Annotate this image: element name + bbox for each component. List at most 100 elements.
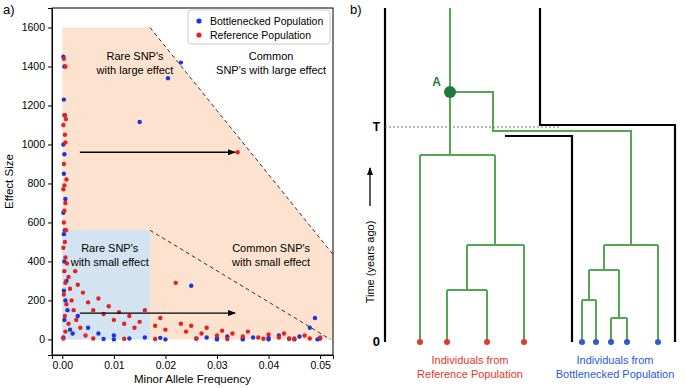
point: [143, 308, 147, 312]
point: [230, 331, 234, 335]
genealogy-branch: [466, 245, 468, 290]
y-tick: 200: [27, 294, 52, 306]
sampled-individual: [624, 339, 630, 345]
genealogy-branch: [604, 244, 658, 246]
x-tick-label: 0.03: [207, 359, 228, 371]
x-tick: 0.04: [259, 355, 280, 371]
point: [63, 255, 67, 259]
time-mark: 0: [373, 334, 380, 349]
y-tick: 0: [39, 333, 52, 345]
population-boundary: [540, 8, 675, 342]
ancestor-label: A: [432, 75, 441, 89]
y-tick-label: 1600: [22, 21, 46, 33]
shaded-region: [62, 27, 333, 339]
genealogy-branch: [595, 300, 597, 342]
sampled-individual: [484, 339, 490, 345]
genealogy-branch: [611, 317, 627, 319]
y-tick-label: 400: [27, 255, 45, 267]
y-tick-label: 1400: [22, 60, 46, 72]
annotation: Common: [249, 50, 294, 62]
point: [69, 298, 73, 302]
group-label: Individuals from: [431, 354, 508, 366]
y-tick: 1400: [22, 60, 52, 72]
annotation: Rare SNP's: [106, 50, 164, 62]
point: [122, 337, 126, 341]
time-axis-arrow: [369, 168, 370, 206]
genealogy-branch: [450, 92, 631, 245]
point: [112, 318, 116, 322]
point: [313, 316, 317, 320]
x-tick-mark: [320, 355, 321, 359]
genealogy-branch: [603, 245, 605, 270]
point: [96, 331, 100, 335]
legend-box: [188, 10, 330, 44]
point: [204, 335, 208, 339]
annotation: with small effect: [70, 256, 149, 268]
point: [251, 335, 255, 339]
point: [107, 304, 111, 308]
series-points: [61, 56, 322, 341]
y-tick-mark: [48, 222, 52, 223]
y-axis-title: Effect Size: [3, 154, 15, 209]
sampled-individual: [608, 339, 614, 345]
genealogy-branch: [581, 300, 583, 342]
point: [308, 336, 312, 340]
y-tick-label: 1000: [22, 138, 46, 150]
dashed-boundary: [150, 27, 333, 254]
point: [261, 337, 265, 341]
point: [86, 326, 90, 330]
point: [189, 284, 193, 288]
plot-area: [61, 27, 333, 341]
point: [184, 329, 188, 333]
point: [266, 332, 270, 336]
sampled-individual: [593, 339, 599, 345]
point: [62, 113, 66, 117]
point: [189, 324, 193, 328]
x-tick-mark: [269, 355, 270, 359]
shaded-region: [62, 230, 150, 339]
point: [83, 333, 87, 337]
y-tick-mark: [48, 339, 52, 340]
y-tick-label: 200: [27, 294, 45, 306]
sampled-individual: [579, 339, 585, 345]
point: [63, 298, 67, 302]
point: [246, 329, 250, 333]
point: [81, 290, 85, 294]
point: [63, 133, 67, 137]
y-tick: 400: [27, 255, 52, 267]
point: [96, 296, 100, 300]
point: [266, 337, 270, 341]
point: [302, 333, 306, 337]
point: [112, 337, 116, 341]
genealogy-branch: [523, 245, 525, 342]
time-mark: T: [373, 120, 381, 134]
point: [78, 326, 82, 330]
point: [318, 335, 322, 339]
legend-marker: [196, 18, 201, 23]
point: [137, 120, 141, 124]
point: [292, 337, 296, 341]
point: [74, 318, 78, 322]
legend-label: Bottlenecked Population: [210, 15, 323, 27]
point: [62, 288, 66, 292]
genealogy-branch: [447, 289, 487, 291]
point: [91, 336, 95, 340]
x-tick-label: 0.02: [156, 359, 177, 371]
point: [143, 335, 147, 339]
figure: 0.000.010.020.030.040.050200400600800100…: [0, 0, 685, 388]
genealogy-branch: [610, 318, 612, 342]
annotation: Common SNP's: [232, 242, 310, 254]
point: [68, 327, 72, 331]
legend-label: Reference Population: [210, 29, 311, 41]
point: [194, 336, 198, 340]
x-tick-mark: [165, 355, 166, 359]
tree-diagram: b)ATime (years ago)T0Individuals fromRef…: [350, 2, 675, 380]
genealogy-branch: [582, 299, 596, 301]
point: [63, 64, 67, 68]
point: [63, 314, 67, 318]
point: [62, 172, 66, 176]
x-axis-title: Minor Allele Frequency: [134, 373, 251, 385]
point: [63, 240, 67, 244]
arrow: [80, 312, 235, 313]
annotation: SNP's with large effect: [216, 64, 326, 76]
